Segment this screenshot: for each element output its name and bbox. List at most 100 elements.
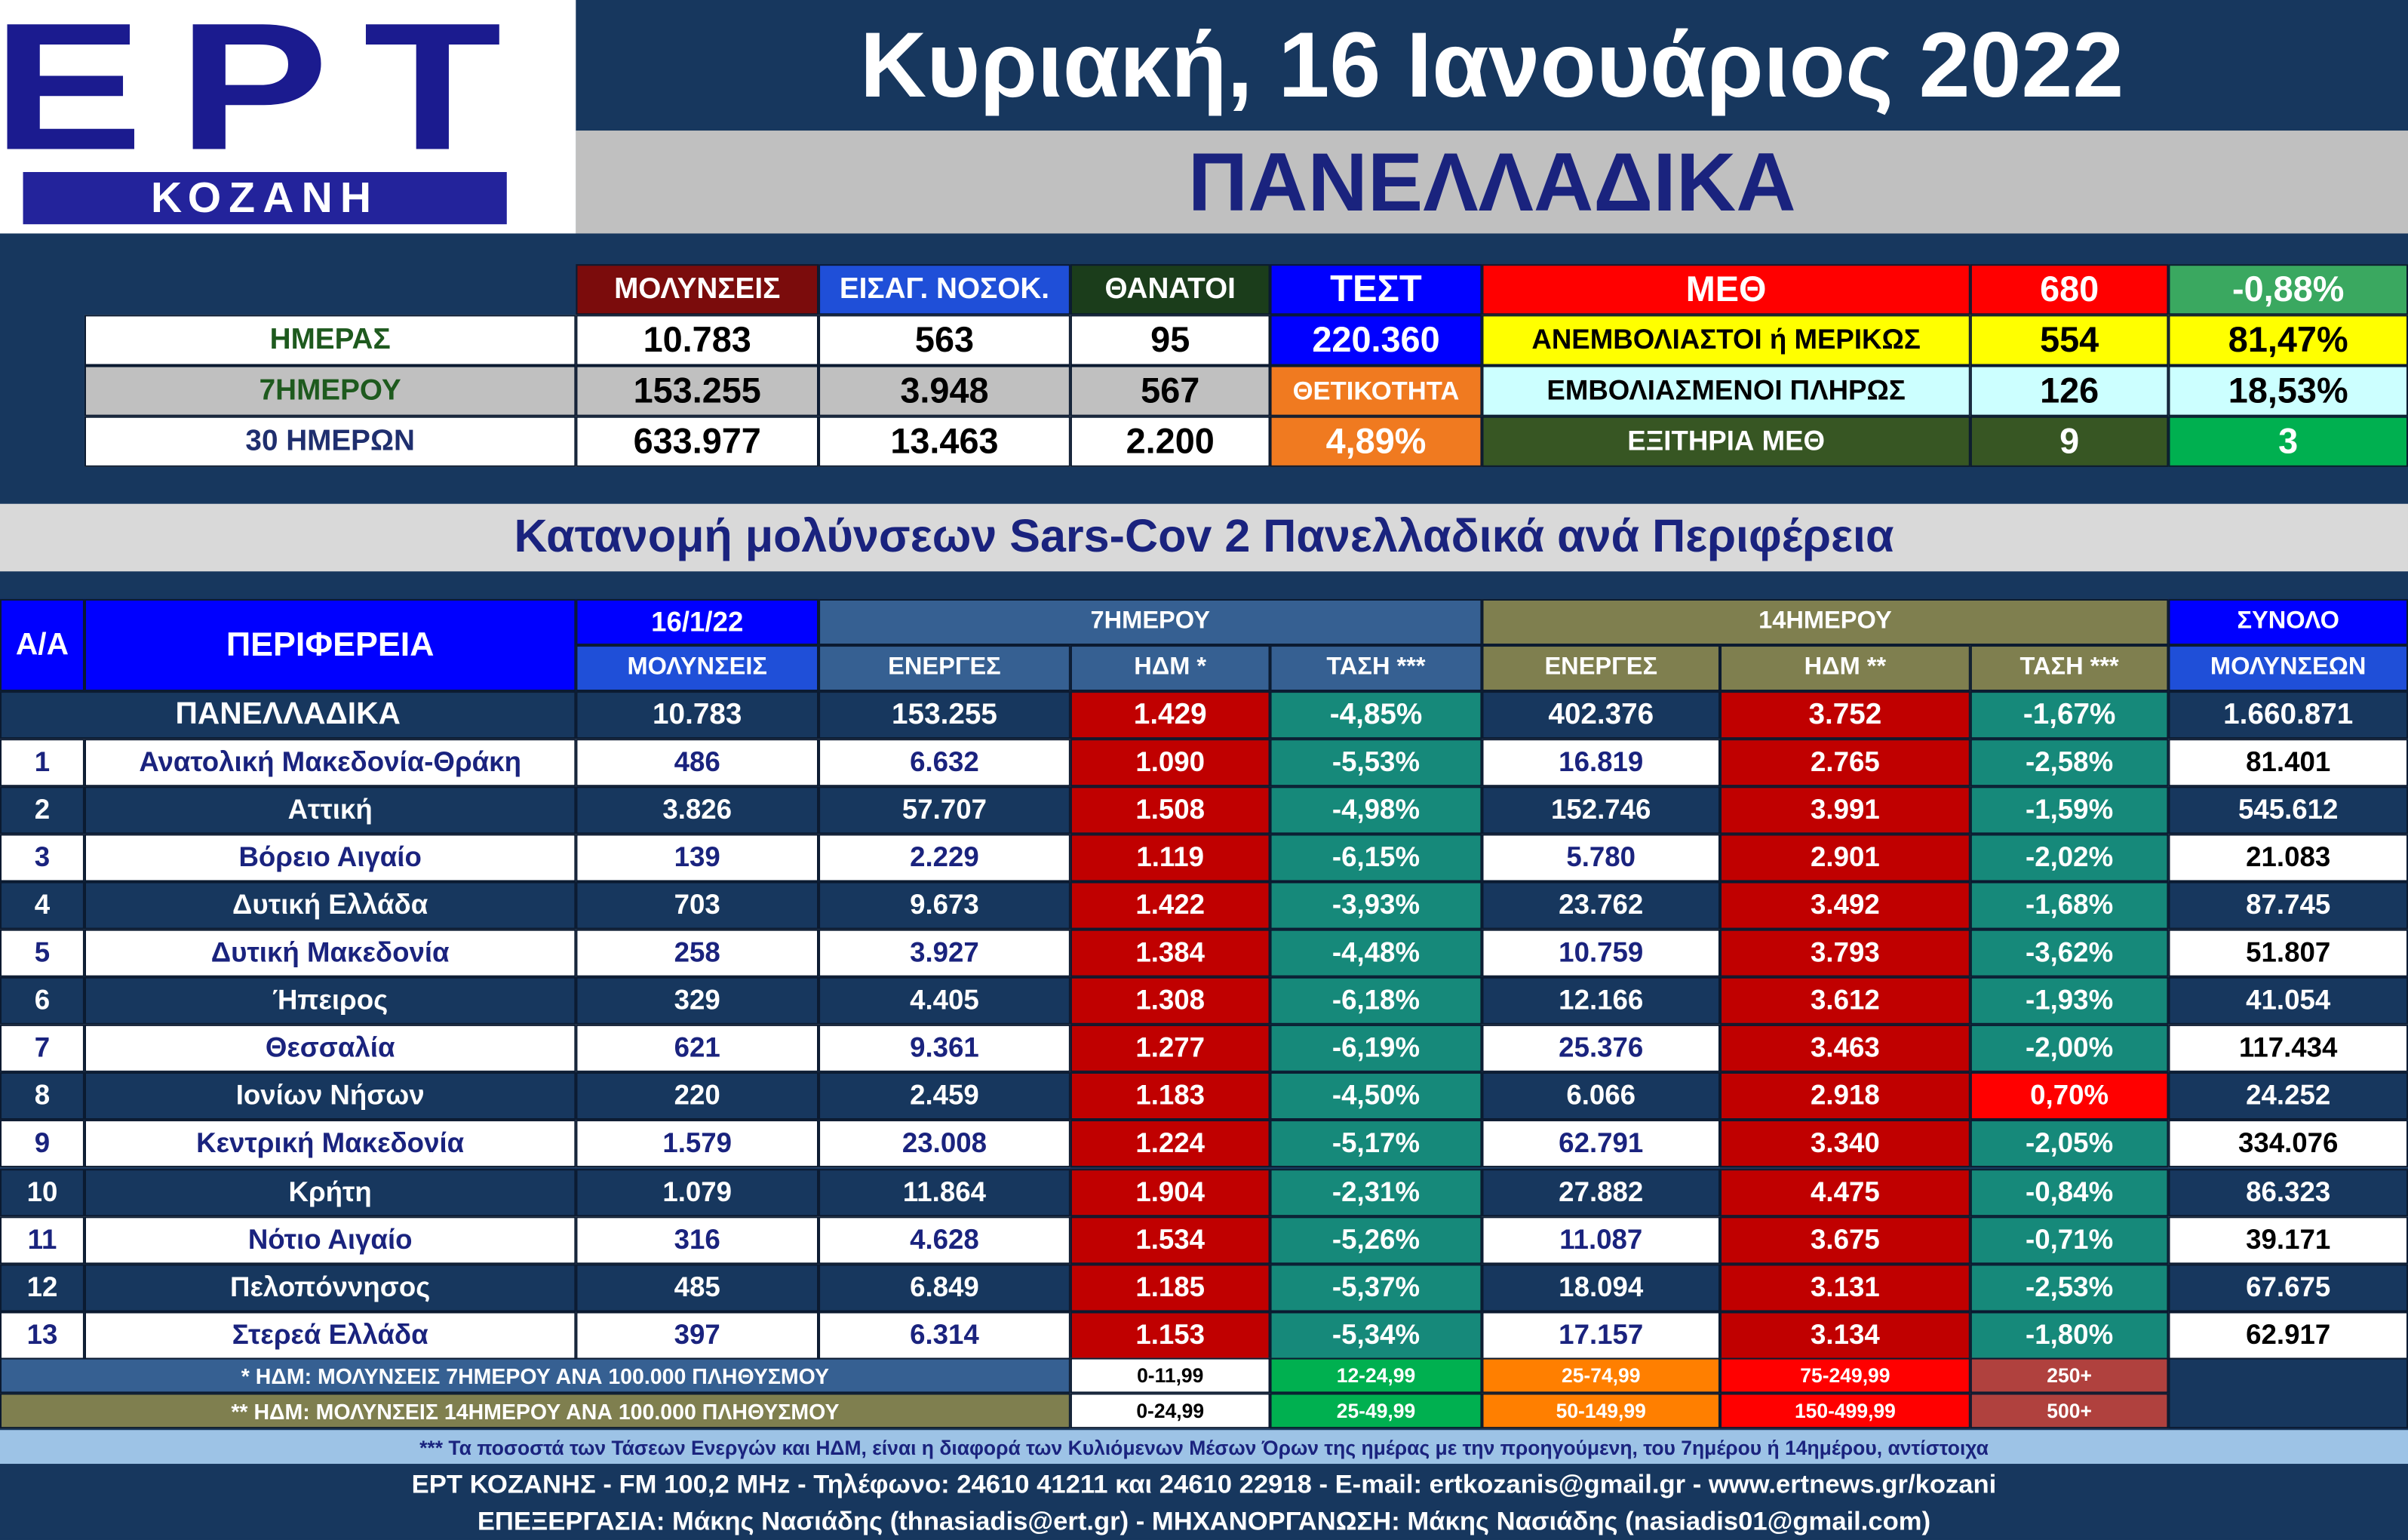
table-cell: 4 — [0, 881, 84, 930]
table-cell: -6,15% — [1270, 834, 1482, 882]
icu-cell: -0,88% — [2168, 264, 2408, 315]
legend-range: 75-249,99 — [1719, 1357, 1970, 1394]
header: 14ΗΜΕΡΟΥ — [1482, 598, 2169, 645]
legend-range: 25-49,99 — [1270, 1393, 1482, 1429]
summary-cell: 10.783 — [576, 315, 819, 366]
table-cell: 12.166 — [1482, 977, 1720, 1025]
table-cell: 258 — [576, 930, 819, 978]
table-cell: 6.849 — [819, 1263, 1070, 1311]
table-cell: 6.632 — [819, 739, 1070, 787]
table-cell: 139 — [576, 834, 819, 882]
table-cell: 0,70% — [1970, 1072, 2169, 1120]
table-cell: -5,17% — [1270, 1120, 1482, 1169]
table-cell: -1,80% — [1970, 1311, 2169, 1359]
table-cell: 486 — [576, 739, 819, 787]
table-cell: 1.185 — [1070, 1263, 1270, 1311]
table-cell: 4.628 — [819, 1216, 1070, 1264]
region-name: Αττική — [84, 786, 576, 835]
summary-cell: 2.200 — [1070, 416, 1270, 467]
table-cell: 3.793 — [1719, 930, 1970, 978]
region-name: Ιονίων Νήσων — [84, 1072, 576, 1120]
table-cell: 11.864 — [819, 1168, 1070, 1216]
sub-header: ΤΑΣΗ *** — [1270, 644, 1482, 692]
table-cell: 1.153 — [1070, 1311, 1270, 1359]
table-cell: -1,59% — [1970, 786, 2169, 835]
icu-cell: ΕΞΙΤΗΡΙΑ ΜΕΘ — [1482, 416, 1970, 467]
icu-cell: 18,53% — [2168, 365, 2408, 417]
summary-cell: 3.948 — [819, 365, 1070, 417]
table-cell: 1.308 — [1070, 977, 1270, 1025]
table-cell: 39.171 — [2168, 1216, 2408, 1264]
table-cell: 23.008 — [819, 1120, 1070, 1169]
national-cell: 402.376 — [1482, 691, 1720, 739]
summary-cell: 633.977 — [576, 416, 819, 467]
table-cell: 2.229 — [819, 834, 1070, 882]
date: Κυριακή, 16 Ιανουάριος 2022 — [576, 0, 2408, 131]
table-cell: 6 — [0, 977, 84, 1025]
table-cell: 10 — [0, 1168, 84, 1216]
table-cell: 1.422 — [1070, 881, 1270, 930]
table-cell: -2,00% — [1970, 1025, 2169, 1073]
table-cell: 41.054 — [2168, 977, 2408, 1025]
row-label: 30 ΗΜΕΡΩΝ — [84, 416, 576, 467]
region-name: Ήπειρος — [84, 977, 576, 1025]
icu-cell: 3 — [2168, 416, 2408, 467]
table-cell: 2.459 — [819, 1072, 1070, 1120]
icu-cell: 9 — [1970, 416, 2169, 467]
table-cell: 329 — [576, 977, 819, 1025]
national-cell: 1.429 — [1070, 691, 1270, 739]
legend-range: 150-499,99 — [1719, 1393, 1970, 1429]
table-cell: 1.079 — [576, 1168, 819, 1216]
table-cell: 3.991 — [1719, 786, 1970, 835]
sub-header: ΤΑΣΗ *** — [1970, 644, 2169, 692]
region-name: Ανατολική Μακεδονία-Θράκη — [84, 739, 576, 787]
table-cell: 86.323 — [2168, 1168, 2408, 1216]
summary-cell: 153.255 — [576, 365, 819, 417]
table-cell: -0,71% — [1970, 1216, 2169, 1264]
table-cell: -5,34% — [1270, 1311, 1482, 1359]
summary-header: ΘΑΝΑΤΟΙ — [1070, 264, 1270, 315]
test-cell: ΘΕΤΙΚΟΤΗΤΑ — [1270, 365, 1482, 417]
table-cell: 57.707 — [819, 786, 1070, 835]
logo-sub: ΚΟΖΑΝΗ — [23, 171, 507, 225]
icu-cell: 680 — [1970, 264, 2169, 315]
table-cell: -2,05% — [1970, 1120, 2169, 1169]
national-label: ΠΑΝΕΛΛΑΔΙΚΑ — [0, 691, 576, 739]
scope: ΠΑΝΕΛΛΑΔΙΚΑ — [576, 131, 2408, 234]
icu-cell: ΑΝΕΜΒΟΛΙΑΣΤΟΙ ή ΜΕΡΙΚΩΣ — [1482, 315, 1970, 366]
region-name: Βόρειο Αιγαίο — [84, 834, 576, 882]
sub-header: ΗΔΜ ** — [1719, 644, 1970, 692]
region-name: Δυτική Ελλάδα — [84, 881, 576, 930]
note: *** Τα ποσοστά των Τάσεων Ενεργών και ΗΔ… — [0, 1430, 2408, 1465]
table-cell: 51.807 — [2168, 930, 2408, 978]
table-cell: 316 — [576, 1216, 819, 1264]
table-cell: 1.119 — [1070, 834, 1270, 882]
table-cell: 3.131 — [1719, 1263, 1970, 1311]
table-cell: -1,68% — [1970, 881, 2169, 930]
sub-header: ΕΝΕΡΓΕΣ — [1482, 644, 1720, 692]
table-cell: 3.675 — [1719, 1216, 1970, 1264]
summary-cell: 13.463 — [819, 416, 1070, 467]
table-cell: 6.066 — [1482, 1072, 1720, 1120]
table-cell: 8 — [0, 1072, 84, 1120]
table-cell: -4,98% — [1270, 786, 1482, 835]
table-cell: 117.434 — [2168, 1025, 2408, 1073]
legend-range: 500+ — [1970, 1393, 2169, 1429]
table-cell: 62.917 — [2168, 1311, 2408, 1359]
table-cell: 6.314 — [819, 1311, 1070, 1359]
table-cell: 152.746 — [1482, 786, 1720, 835]
table-cell: 11.087 — [1482, 1216, 1720, 1264]
table-cell: 21.083 — [2168, 834, 2408, 882]
legend-range: 50-149,99 — [1482, 1393, 1720, 1429]
summary-cell: 95 — [1070, 315, 1270, 366]
table-cell: 1.090 — [1070, 739, 1270, 787]
table-cell: 3.826 — [576, 786, 819, 835]
header: 16/1/22 — [576, 598, 819, 645]
header: Α/Α — [0, 598, 84, 692]
header: ΠΕΡΙΦΕΡΕΙΑ — [84, 598, 576, 692]
region-name: Στερεά Ελλάδα — [84, 1311, 576, 1359]
legend-label: ** ΗΔΜ: ΜΟΛΥΝΣΕΙΣ 14ΗΜΕΡΟΥ ΑΝΑ 100.000 Π… — [0, 1393, 1070, 1429]
national-cell: 153.255 — [819, 691, 1070, 739]
table-cell: -0,84% — [1970, 1168, 2169, 1216]
